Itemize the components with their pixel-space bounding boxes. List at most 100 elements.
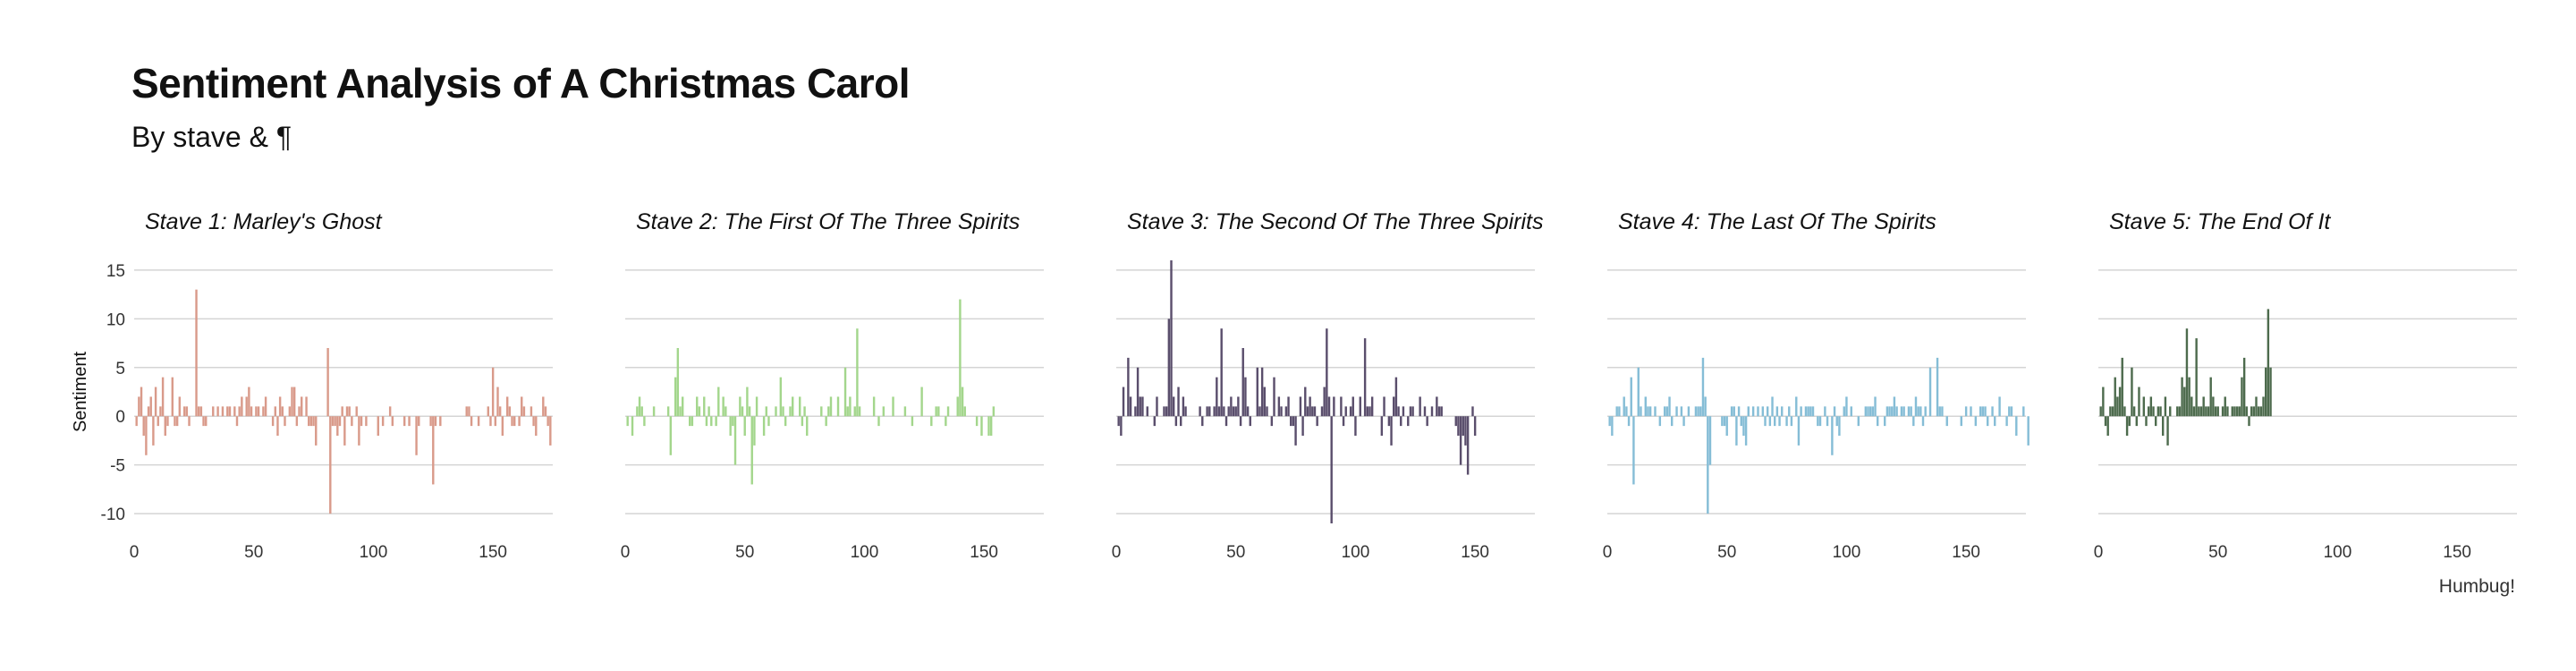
bar bbox=[360, 416, 363, 427]
bar bbox=[2255, 396, 2258, 417]
bar bbox=[1330, 416, 1333, 523]
bar bbox=[2147, 406, 2150, 417]
bar bbox=[1831, 416, 1834, 455]
bar bbox=[1397, 406, 1400, 417]
bar bbox=[1611, 416, 1614, 436]
bar bbox=[827, 406, 830, 417]
bar bbox=[920, 386, 923, 417]
bar bbox=[1707, 416, 1709, 514]
bar bbox=[1838, 416, 1841, 436]
bar bbox=[1888, 406, 1891, 417]
bar bbox=[1411, 406, 1414, 417]
bar bbox=[1654, 406, 1657, 417]
bar bbox=[1287, 396, 1290, 417]
bar bbox=[765, 406, 767, 417]
bar bbox=[1292, 416, 1295, 427]
bar bbox=[1768, 416, 1772, 427]
bar bbox=[233, 406, 236, 417]
bar bbox=[1284, 406, 1288, 417]
bar bbox=[1708, 416, 1712, 465]
bar bbox=[1249, 416, 1251, 427]
x-tick-label: 0 bbox=[1603, 543, 1613, 562]
bar bbox=[1380, 416, 1384, 436]
bar bbox=[1301, 416, 1304, 436]
bar bbox=[1216, 377, 1218, 417]
bar bbox=[1127, 357, 1130, 417]
bar bbox=[1625, 406, 1628, 417]
bar bbox=[381, 416, 385, 427]
bar bbox=[264, 396, 267, 417]
bar bbox=[717, 386, 720, 417]
bar bbox=[1454, 416, 1457, 427]
bar bbox=[1326, 328, 1328, 417]
bar bbox=[945, 416, 947, 427]
bar bbox=[508, 406, 512, 417]
bar bbox=[135, 416, 138, 427]
bar bbox=[1199, 406, 1201, 417]
bar bbox=[2267, 309, 2270, 417]
y-axis-title: Sentiment bbox=[71, 352, 90, 432]
bar bbox=[1136, 367, 1140, 417]
bar bbox=[1366, 406, 1369, 417]
bar bbox=[348, 406, 351, 417]
bar bbox=[1273, 377, 1275, 417]
bar bbox=[669, 416, 673, 455]
bar bbox=[1864, 406, 1868, 417]
bar bbox=[1217, 406, 1221, 417]
bar bbox=[959, 299, 962, 417]
x-tick-label: 100 bbox=[1833, 543, 1861, 562]
bar bbox=[1845, 396, 1848, 417]
bar bbox=[1241, 348, 1244, 417]
bar bbox=[1352, 396, 1354, 417]
y-tick-label: 5 bbox=[115, 360, 125, 378]
bar bbox=[1790, 416, 1793, 427]
bar bbox=[1260, 367, 1264, 417]
bar bbox=[992, 406, 996, 417]
bar bbox=[355, 406, 358, 417]
bar bbox=[1263, 386, 1267, 417]
bar bbox=[1141, 396, 1144, 417]
bar bbox=[1974, 416, 1978, 427]
bar bbox=[1914, 396, 1918, 417]
bar bbox=[882, 406, 886, 417]
bar bbox=[1174, 416, 1178, 427]
bar bbox=[849, 396, 852, 417]
bar bbox=[1761, 406, 1765, 417]
x-tick-label: 150 bbox=[1952, 543, 1980, 562]
bar bbox=[1172, 396, 1175, 417]
bar bbox=[911, 416, 914, 427]
bar bbox=[1333, 396, 1335, 417]
bar bbox=[691, 416, 694, 427]
bar bbox=[195, 289, 198, 417]
bar bbox=[1740, 416, 1742, 427]
bar bbox=[166, 416, 169, 427]
bar bbox=[2190, 396, 2193, 417]
x-tick-label: 100 bbox=[2324, 543, 2352, 562]
bar bbox=[343, 416, 346, 446]
bar bbox=[1764, 416, 1767, 427]
bar bbox=[1744, 416, 1748, 446]
bar bbox=[729, 416, 732, 436]
bar bbox=[1163, 406, 1165, 417]
bar bbox=[1280, 406, 1283, 417]
bar bbox=[2015, 416, 2018, 436]
bar bbox=[724, 406, 727, 417]
bar bbox=[1704, 396, 1707, 417]
y-tick-label: -10 bbox=[101, 505, 125, 524]
x-tick-label: 50 bbox=[2208, 543, 2227, 562]
bar bbox=[1771, 396, 1774, 417]
bar bbox=[1430, 406, 1434, 417]
bar bbox=[188, 416, 191, 427]
bar bbox=[2022, 406, 2025, 417]
bar bbox=[326, 348, 329, 417]
bar bbox=[522, 406, 526, 417]
bar bbox=[157, 416, 159, 427]
bar bbox=[140, 386, 143, 417]
bar bbox=[1682, 416, 1685, 427]
bar bbox=[674, 377, 677, 417]
bar bbox=[388, 406, 392, 417]
bar bbox=[496, 386, 499, 417]
bar bbox=[1234, 406, 1237, 417]
bar bbox=[1919, 406, 1922, 417]
bar bbox=[2199, 406, 2203, 417]
